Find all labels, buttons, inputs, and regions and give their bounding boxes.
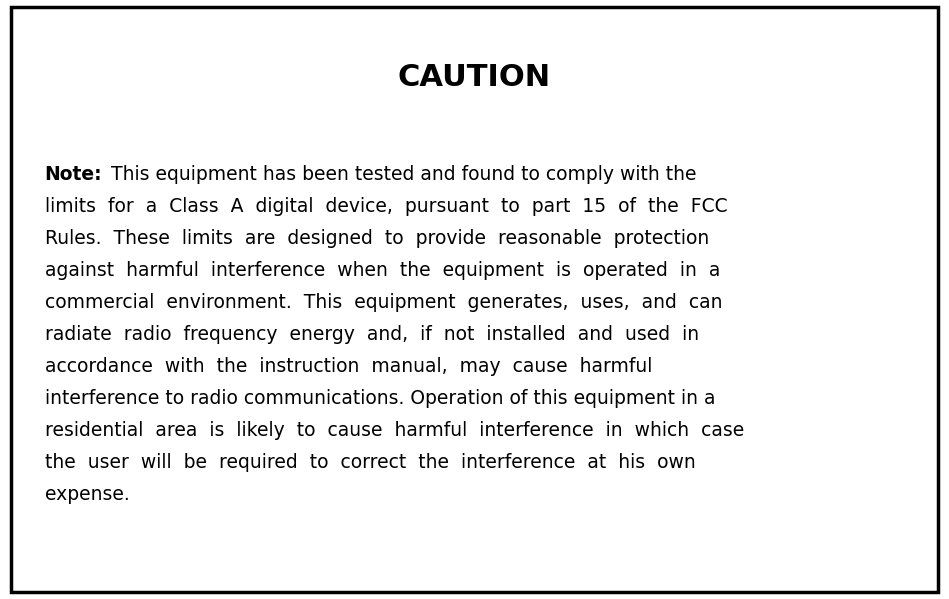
Text: accordance  with  the  instruction  manual,  may  cause  harmful: accordance with the instruction manual, … bbox=[45, 357, 652, 376]
Text: Note:: Note: bbox=[45, 165, 102, 184]
Text: interference to radio communications. Operation of this equipment in a: interference to radio communications. Op… bbox=[45, 389, 716, 408]
FancyBboxPatch shape bbox=[11, 7, 938, 592]
Text: limits  for  a  Class  A  digital  device,  pursuant  to  part  15  of  the  FCC: limits for a Class A digital device, pur… bbox=[45, 196, 727, 216]
Text: expense.: expense. bbox=[45, 485, 129, 504]
Text: CAUTION: CAUTION bbox=[398, 63, 551, 92]
Text: residential  area  is  likely  to  cause  harmful  interference  in  which  case: residential area is likely to cause harm… bbox=[45, 421, 744, 440]
Text: against  harmful  interference  when  the  equipment  is  operated  in  a: against harmful interference when the eq… bbox=[45, 261, 720, 280]
Text: the  user  will  be  required  to  correct  the  interference  at  his  own: the user will be required to correct the… bbox=[45, 453, 696, 472]
Text: This equipment has been tested and found to comply with the: This equipment has been tested and found… bbox=[105, 165, 697, 184]
Text: commercial  environment.  This  equipment  generates,  uses,  and  can: commercial environment. This equipment g… bbox=[45, 293, 722, 312]
Text: radiate  radio  frequency  energy  and,  if  not  installed  and  used  in: radiate radio frequency energy and, if n… bbox=[45, 325, 698, 344]
Text: Rules.  These  limits  are  designed  to  provide  reasonable  protection: Rules. These limits are designed to prov… bbox=[45, 229, 709, 248]
